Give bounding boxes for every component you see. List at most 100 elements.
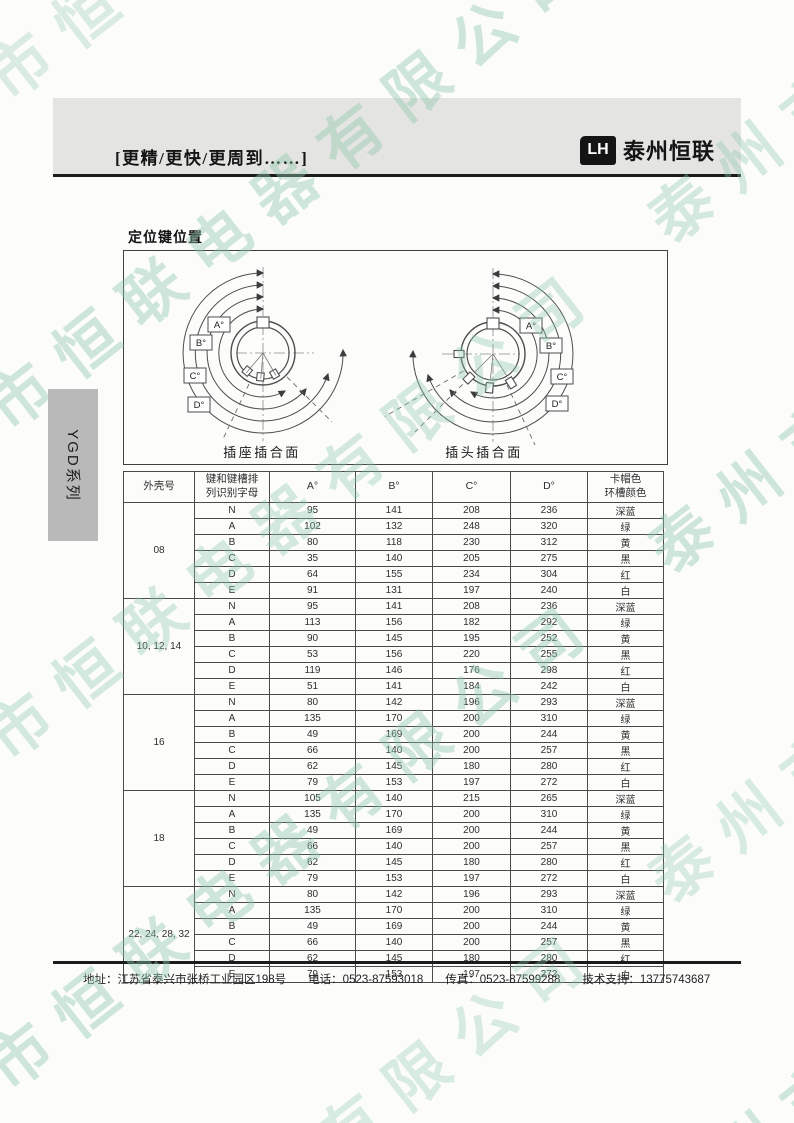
key-letter-cell: B: [194, 822, 270, 839]
angle-b-cell: 170: [355, 902, 433, 919]
cap-color-cell: 黑: [587, 934, 664, 951]
angle-c-cell: 197: [432, 582, 511, 599]
angle-b-cell: 140: [355, 934, 433, 951]
angle-c-cell: 208: [432, 598, 511, 615]
cap-color-cell: 白: [587, 774, 664, 791]
angle-c-cell: 200: [432, 934, 511, 951]
table-row: E 91 131 197 240 白: [124, 582, 664, 599]
angle-a-cell: 49: [269, 726, 356, 743]
angle-b-cell: 145: [355, 950, 433, 967]
col-header-angle-c: C°: [432, 471, 511, 503]
angle-a-cell: 102: [269, 518, 356, 535]
table-row: B 49 169 200 244 黄: [124, 822, 664, 839]
angle-c-cell: 200: [432, 806, 511, 823]
angle-d-cell: 257: [510, 838, 588, 855]
angle-c-cell: 200: [432, 710, 511, 727]
key-letter-cell: E: [194, 582, 270, 599]
angle-c-cell: 184: [432, 678, 511, 695]
key-letter-cell: N: [194, 886, 270, 903]
angle-label-a: A°: [526, 321, 536, 332]
logo-monogram: LH: [587, 141, 609, 158]
angle-c-cell: 182: [432, 614, 511, 631]
key-letter-cell: A: [194, 806, 270, 823]
cap-color-cell: 深蓝: [587, 502, 664, 519]
brand-logo-icon: LH: [579, 135, 616, 165]
keying-diagrams: A° B° C° D° 插座插合面: [182, 267, 574, 460]
key-letter-cell: C: [194, 646, 270, 663]
angle-a-cell: 95: [269, 502, 356, 519]
shell-number-cell: 08: [123, 502, 195, 599]
angle-label-b: B°: [196, 338, 206, 349]
angle-a-cell: 64: [269, 566, 356, 583]
key-letter-cell: D: [194, 662, 270, 679]
cap-color-cell: 红: [587, 662, 664, 679]
angle-a-cell: 66: [269, 934, 356, 951]
angle-b-cell: 140: [355, 790, 433, 807]
table-row: D 119 146 176 298 红: [124, 662, 664, 679]
angle-b-cell: 169: [355, 726, 433, 743]
angle-a-cell: 91: [269, 582, 356, 599]
angle-d-cell: 244: [510, 822, 588, 839]
cap-color-cell: 绿: [587, 710, 664, 727]
footer-support: 技术支持：13775743687: [582, 974, 711, 986]
angle-c-cell: 200: [432, 742, 511, 759]
angle-c-cell: 208: [432, 502, 511, 519]
angle-d-cell: 293: [510, 694, 588, 711]
angle-label-b: B°: [546, 341, 556, 352]
angle-a-cell: 62: [269, 854, 356, 871]
table-row: A 102 132 248 320 绿: [124, 518, 664, 535]
angle-b-cell: 140: [355, 838, 433, 855]
key-letter-cell: N: [194, 694, 270, 711]
angle-d-cell: 293: [510, 886, 588, 903]
table-row: C 53 156 220 255 黑: [124, 646, 664, 663]
key-letter-cell: E: [194, 870, 270, 887]
series-tab-ygd: YGD系列: [48, 389, 98, 541]
angle-c-cell: 196: [432, 694, 511, 711]
angle-b-cell: 141: [355, 502, 433, 519]
header-slogan: [更精/更快/更周到……]: [115, 149, 309, 168]
angle-c-cell: 200: [432, 822, 511, 839]
angle-d-cell: 312: [510, 534, 588, 551]
table-row: 18 N 105 140 215 265 深蓝: [123, 790, 664, 887]
angle-d-cell: 280: [510, 758, 588, 775]
footer-rule: [53, 961, 741, 964]
table-row: C 35 140 205 275 黑: [124, 550, 664, 567]
angle-b-cell: 156: [355, 614, 433, 631]
angle-b-cell: 142: [355, 694, 433, 711]
angle-label-d: D°: [552, 399, 563, 410]
angle-c-cell: 180: [432, 854, 511, 871]
key-letter-cell: B: [194, 630, 270, 647]
table-row: B 90 145 195 252 黄: [124, 630, 664, 647]
angle-a-cell: 62: [269, 758, 356, 775]
angle-a-cell: 105: [269, 790, 356, 807]
plug-top-key: [486, 317, 500, 330]
table-row: B 80 118 230 312 黄: [124, 534, 664, 551]
series-tab-label: YGD系列: [63, 428, 81, 502]
col-header-angle-b: B°: [355, 471, 433, 503]
cap-color-cell: 深蓝: [587, 886, 664, 903]
table-row: C 66 140 200 257 黑: [124, 742, 664, 759]
angle-b-cell: 142: [355, 886, 433, 903]
angle-c-cell: 205: [432, 550, 511, 567]
angle-c-cell: 180: [432, 950, 511, 967]
angle-d-cell: 310: [510, 806, 588, 823]
angle-d-cell: 320: [510, 518, 588, 535]
angle-a-cell: 95: [269, 598, 356, 615]
angle-d-cell: 280: [510, 950, 588, 967]
table-row: C 66 140 200 257 黑: [124, 838, 664, 855]
angle-a-cell: 80: [269, 694, 356, 711]
angle-d-cell: 275: [510, 550, 588, 567]
angle-label-box: [519, 317, 543, 334]
col-header-line: 环槽颜色: [604, 487, 647, 499]
header-rule: [53, 174, 741, 177]
angle-c-cell: 197: [432, 966, 511, 983]
col-header-shell: 外壳号: [123, 471, 195, 503]
brand-name: 泰州恒联: [622, 139, 715, 164]
angle-b-cell: 169: [355, 918, 433, 935]
socket-face-diagram: A° B° C° D° 插座插合面: [182, 267, 347, 460]
angle-a-cell: 79: [269, 774, 356, 791]
angle-c-cell: 215: [432, 790, 511, 807]
